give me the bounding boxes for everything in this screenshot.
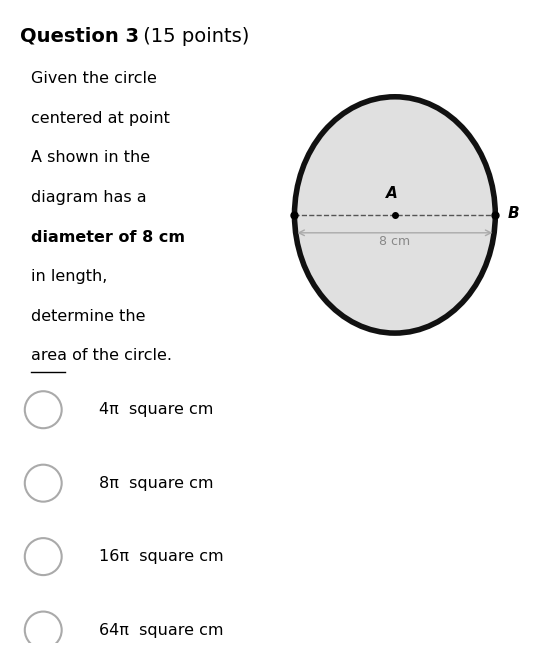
Ellipse shape [25, 538, 62, 575]
Circle shape [294, 97, 495, 333]
Text: B: B [507, 206, 519, 221]
Text: 16π  square cm: 16π square cm [99, 549, 224, 564]
Text: area: area [31, 348, 67, 364]
Text: Given the circle: Given the circle [31, 71, 157, 86]
Ellipse shape [25, 465, 62, 501]
Text: A: A [386, 186, 398, 201]
Ellipse shape [25, 611, 62, 647]
Ellipse shape [25, 391, 62, 428]
Text: of the circle.: of the circle. [67, 348, 172, 364]
Text: A shown in the: A shown in the [31, 150, 150, 166]
Text: diameter of 8 cm: diameter of 8 cm [31, 230, 185, 245]
Text: determine the: determine the [31, 309, 146, 324]
Text: 64π  square cm: 64π square cm [99, 622, 224, 637]
Text: (15 points): (15 points) [137, 27, 250, 45]
Text: Question 3: Question 3 [20, 27, 139, 45]
Text: 8 cm: 8 cm [379, 236, 410, 248]
Text: centered at point: centered at point [31, 111, 170, 126]
Text: in length,: in length, [31, 269, 107, 284]
Text: 8π  square cm: 8π square cm [99, 476, 214, 490]
Text: diagram has a: diagram has a [31, 190, 147, 205]
Text: 4π  square cm: 4π square cm [99, 402, 213, 417]
